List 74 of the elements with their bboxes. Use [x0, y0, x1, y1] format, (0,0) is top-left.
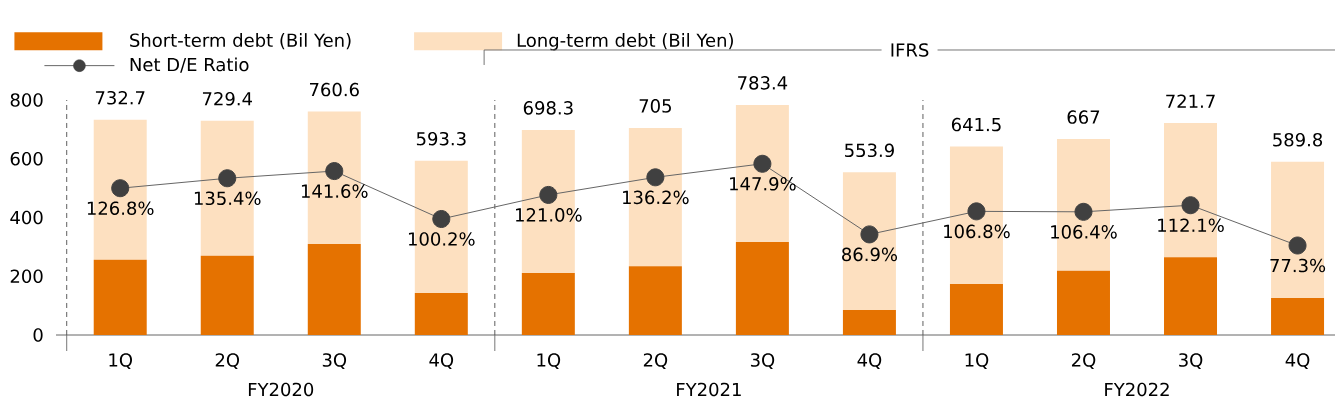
data-label: 141.6% — [301, 184, 368, 198]
x-tick-label: 2Q — [1071, 353, 1096, 369]
bar — [842, 310, 896, 335]
point — [753, 154, 772, 173]
data-label: 106.4% — [1051, 225, 1117, 239]
total-label: 760.6 — [310, 82, 359, 97]
bar — [628, 266, 682, 335]
text: IFRS — [891, 43, 929, 57]
legend-label: Net D/E Ratio — [130, 57, 249, 73]
bar — [1271, 297, 1325, 335]
data-label: 100.2% — [408, 232, 475, 246]
data-label: 106.8% — [944, 224, 1010, 239]
total-label: 729.4 — [202, 91, 252, 106]
point — [539, 185, 558, 204]
y-tick-label: 400 — [10, 210, 43, 225]
text: FY2022 — [1105, 382, 1169, 397]
y-tick-label: 800 — [10, 93, 43, 107]
bar — [521, 273, 575, 335]
total-label: 641.5 — [951, 117, 1001, 132]
data-label: 136.2% — [623, 190, 689, 205]
y-tick-label: 200 — [10, 269, 43, 284]
total-label: 721.7 — [1166, 94, 1215, 108]
point — [1074, 202, 1093, 221]
bar — [414, 292, 468, 335]
total-label: 783.4 — [738, 76, 788, 90]
x-tick-label: 4Q — [857, 353, 882, 369]
total-label: 698.3 — [523, 101, 573, 115]
bar — [1056, 270, 1110, 335]
x-tick-label: 3Q — [1179, 353, 1203, 369]
data-label: 147.9% — [730, 176, 796, 191]
total-label: 732.7 — [95, 90, 145, 105]
x-tick-label: 2Q — [215, 353, 240, 369]
bar — [842, 172, 896, 311]
x-tick-label: 1Q — [965, 353, 989, 369]
bar — [1271, 161, 1325, 298]
legend-label: Long-term debt (Bil Yen) — [517, 33, 733, 51]
point — [860, 225, 879, 244]
data-label: 86.9% — [842, 247, 898, 262]
x-tick-label: 4Q — [1285, 353, 1310, 369]
x-tick-label: 4Q — [429, 353, 454, 369]
y-tick-label: 600 — [10, 151, 43, 166]
bar — [200, 255, 254, 335]
total-label: 589.8 — [1273, 132, 1323, 147]
point — [218, 169, 237, 188]
x-tick-label: 3Q — [750, 353, 775, 369]
point — [111, 179, 130, 198]
data-label: 112.1% — [1158, 218, 1224, 233]
data-label: 135.4% — [194, 191, 261, 206]
text: FY2021 — [677, 382, 741, 397]
point — [646, 168, 665, 187]
x-tick-label: 2Q — [643, 353, 668, 369]
x-tick-label: 1Q — [537, 353, 561, 369]
data-label: 121.0% — [516, 208, 582, 222]
data-label: 77.3% — [1270, 258, 1326, 273]
total-label: 667 — [1067, 110, 1100, 124]
point — [432, 210, 451, 228]
legend-label: Short-term debt (Bil Yen) — [130, 33, 351, 50]
point — [1288, 236, 1307, 255]
point — [1181, 196, 1200, 215]
total-label: 553.9 — [845, 143, 894, 158]
total-label: 593.3 — [416, 131, 466, 146]
x-tick-label: 1Q — [109, 353, 133, 369]
bar — [1164, 257, 1218, 335]
x-tick-label: 3Q — [322, 353, 347, 369]
bar — [307, 243, 361, 335]
text: FY2020 — [248, 382, 314, 397]
y-tick-label: 0 — [33, 328, 43, 342]
bar — [735, 241, 789, 335]
bar — [93, 259, 147, 335]
total-label: 705 — [639, 99, 671, 113]
point — [325, 162, 344, 181]
bar — [949, 283, 1003, 335]
data-label: 126.8% — [87, 201, 154, 216]
point — [967, 202, 986, 221]
